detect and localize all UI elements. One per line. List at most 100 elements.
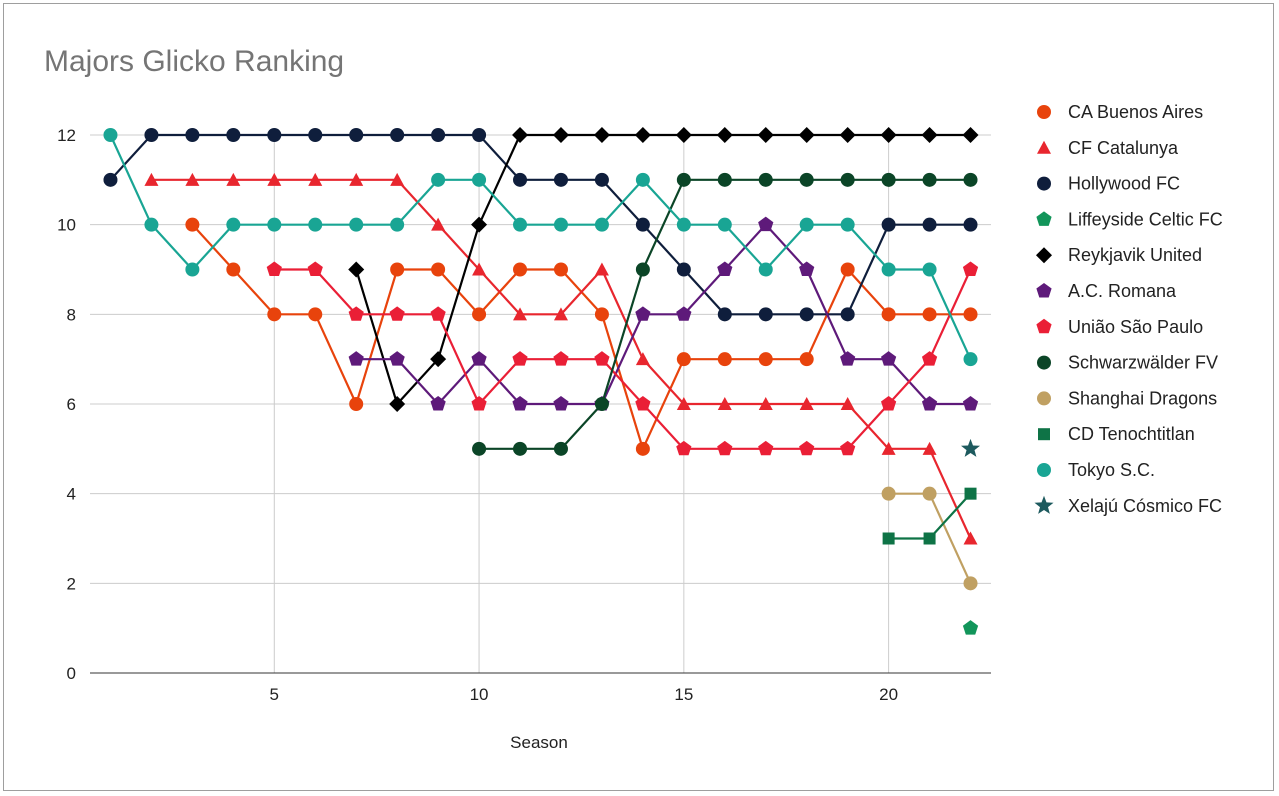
data-point <box>717 397 732 410</box>
data-point <box>226 172 241 186</box>
legend-marker <box>1037 391 1051 406</box>
series-uniao-sao-paulo <box>266 261 979 456</box>
legend-marker <box>1037 140 1051 154</box>
data-point <box>348 261 365 278</box>
data-point <box>881 486 896 501</box>
series-cd-tenochtitlan <box>882 487 977 545</box>
data-point <box>266 261 282 276</box>
data-point <box>880 127 897 143</box>
data-point <box>963 307 978 322</box>
data-point <box>512 127 529 143</box>
data-point <box>798 127 815 143</box>
legend-label: Xelajú Cósmico FC <box>1068 496 1222 516</box>
legend: CA Buenos Aires CF Catalunya Hollywood FC L… <box>1034 102 1223 516</box>
data-point <box>185 262 200 277</box>
legend-marker <box>1037 355 1051 370</box>
data-point <box>676 306 692 321</box>
data-point <box>185 172 200 186</box>
axes-layer: 0 2 4 6 8 10 12 5 10 15 20 <box>57 126 991 704</box>
data-point <box>513 217 528 232</box>
data-point <box>553 307 568 321</box>
series-line <box>355 133 972 406</box>
legend-item: CF Catalunya <box>1037 138 1179 158</box>
data-point <box>676 397 691 410</box>
y-tick-label: 4 <box>67 485 76 504</box>
data-point <box>758 397 773 410</box>
data-point <box>961 438 981 457</box>
legend-marker <box>1036 283 1052 298</box>
data-point <box>921 351 938 366</box>
chart-title: Majors Glicko Ranking <box>44 45 344 78</box>
legend-label: Schwarzwälder FV <box>1068 353 1218 373</box>
data-point <box>144 128 159 142</box>
data-point <box>472 128 487 142</box>
data-point <box>758 262 773 277</box>
data-point <box>144 217 159 232</box>
series-layer <box>103 127 981 635</box>
y-tick-label: 10 <box>57 216 76 235</box>
data-point <box>472 441 487 456</box>
data-point <box>881 441 896 455</box>
y-tick-label: 2 <box>67 574 76 593</box>
data-point <box>226 217 241 232</box>
data-point <box>881 351 897 366</box>
data-point <box>390 262 405 277</box>
data-point <box>635 396 651 411</box>
data-point <box>594 172 609 187</box>
data-point <box>431 217 446 231</box>
data-point <box>635 172 650 187</box>
legend-marker <box>1034 495 1054 514</box>
data-point <box>389 351 405 366</box>
data-point <box>103 172 118 187</box>
data-point <box>716 127 733 143</box>
data-point <box>471 216 488 233</box>
data-point <box>635 306 651 321</box>
y-tick-label: 12 <box>57 126 76 145</box>
data-point <box>840 440 856 456</box>
x-tick-label: 5 <box>270 685 279 704</box>
data-point <box>553 351 569 366</box>
data-point <box>676 352 691 367</box>
data-point <box>594 262 609 276</box>
series-line <box>109 133 972 361</box>
data-point <box>472 172 487 187</box>
data-point <box>676 440 692 456</box>
legend-marker <box>1036 211 1052 226</box>
data-point <box>103 128 118 142</box>
legend-label: CF Catalunya <box>1068 138 1179 158</box>
y-tick-label: 8 <box>67 305 76 324</box>
data-point <box>881 307 896 322</box>
data-point <box>676 262 691 277</box>
data-point <box>840 307 855 322</box>
data-point <box>840 172 855 187</box>
data-point <box>512 351 528 366</box>
legend-label: Reykjavik United <box>1068 245 1202 265</box>
series-line <box>355 223 972 406</box>
data-point <box>881 172 896 187</box>
data-point <box>963 172 978 187</box>
series-hollywood-fc <box>103 128 978 322</box>
data-point <box>881 217 896 232</box>
data-point <box>390 128 405 142</box>
data-point <box>839 127 856 143</box>
data-point <box>349 172 364 186</box>
data-point <box>921 127 938 143</box>
series-line <box>273 268 972 450</box>
data-point <box>634 127 651 143</box>
data-point <box>922 217 937 232</box>
x-axis-title: Season <box>510 733 568 752</box>
data-point <box>758 172 773 187</box>
data-point <box>923 532 936 545</box>
legend-item: Xelajú Cósmico FC <box>1034 495 1222 516</box>
data-point <box>513 172 528 187</box>
data-point <box>758 352 773 367</box>
data-point <box>553 396 569 411</box>
series-ca-buenos-aires <box>185 217 978 456</box>
data-point <box>185 217 200 232</box>
data-point <box>390 172 405 186</box>
data-point <box>552 127 569 143</box>
data-point <box>389 396 406 412</box>
data-point <box>922 486 937 501</box>
data-point <box>267 172 282 186</box>
series-schwarzwalder-fv <box>472 172 978 456</box>
